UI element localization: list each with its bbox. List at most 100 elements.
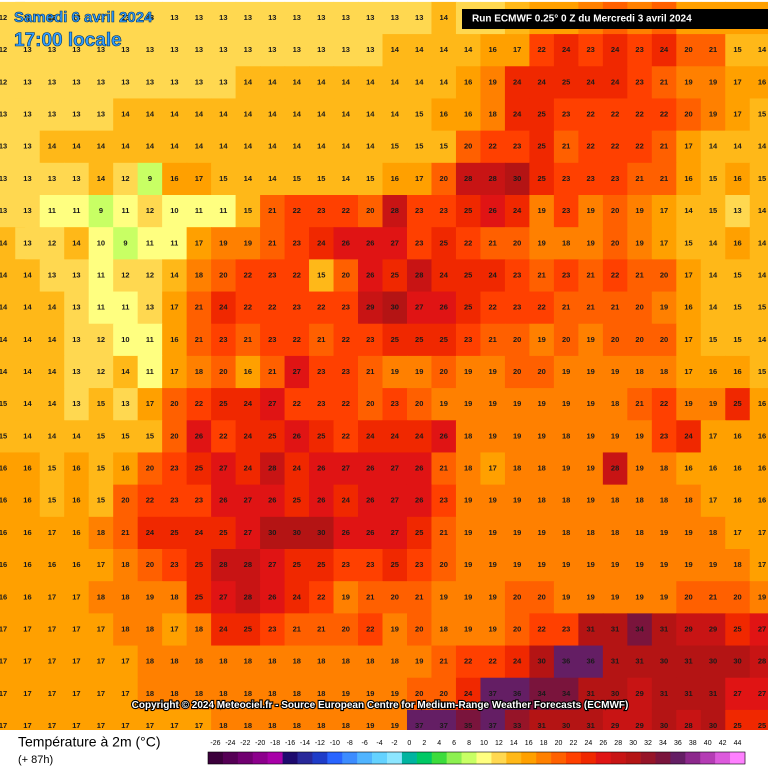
temperature-cell [529, 291, 555, 325]
temperature-label: 13 [219, 13, 227, 22]
temperature-cell [113, 98, 139, 132]
temperature-cell [480, 709, 506, 731]
temperature-cell [651, 66, 677, 100]
temperature-label: 23 [415, 560, 423, 569]
temperature-label: 24 [366, 431, 375, 440]
temperature-cell [431, 709, 457, 731]
temperature-label: 14 [268, 142, 277, 151]
temperature-cell [480, 227, 506, 260]
copyright: Copyright © 2024 Meteociel.fr - Source E… [132, 700, 629, 711]
temperature-label: 17 [195, 238, 203, 247]
temperature-cell [749, 484, 768, 518]
temperature-label: 20 [537, 592, 545, 601]
temperature-cell [676, 452, 702, 486]
temperature-label: 21 [317, 624, 325, 633]
temperature-cell [749, 323, 768, 357]
temperature-cell [406, 549, 433, 582]
temperature-label: 17 [121, 657, 129, 666]
temperature-cell [211, 98, 237, 132]
temperature-cell [504, 355, 531, 389]
temperature-label: 25 [170, 528, 178, 537]
temperature-cell [504, 516, 531, 550]
temperature-label: 14 [758, 335, 767, 344]
temperature-cell [651, 484, 677, 518]
temperature-label: 10 [170, 206, 178, 215]
temperature-cell [651, 291, 677, 325]
temperature-label: 17 [513, 45, 521, 54]
temperature-label: 25 [733, 624, 741, 633]
temperature-label: 22 [342, 399, 350, 408]
temperature-label: 16 [0, 528, 7, 537]
temperature-cell [529, 34, 555, 67]
temperature-cell [186, 227, 212, 260]
temperature-label: 12 [146, 270, 154, 279]
temperature-cell [504, 66, 531, 100]
temperature-label: 19 [586, 335, 594, 344]
temperature-cell [382, 162, 408, 196]
temperature-label: 14 [195, 110, 204, 119]
temperature-label: 13 [48, 45, 56, 54]
temperature-label: 13 [146, 45, 154, 54]
temperature-cell [431, 484, 457, 518]
temperature-cell [627, 549, 653, 582]
temperature-cell [211, 484, 237, 518]
temperature-label: 34 [635, 624, 644, 633]
temperature-cell [651, 549, 677, 582]
temperature-label: 19 [758, 592, 766, 601]
temperature-label: 11 [146, 335, 154, 344]
temperature-cell [676, 162, 702, 196]
temperature-cell [137, 355, 163, 389]
temperature-label: 12 [97, 335, 105, 344]
temperature-cell [39, 355, 65, 389]
temperature-cell [333, 452, 359, 486]
temperature-label: 20 [464, 142, 472, 151]
temperature-label: 20 [146, 560, 154, 569]
temperature-label: 19 [489, 496, 497, 505]
forecast-time: 17:00 locale [14, 30, 122, 51]
temperature-label: 22 [635, 110, 643, 119]
temperature-cell [553, 259, 579, 293]
temperature-cell [749, 452, 768, 486]
temperature-label: 19 [586, 238, 594, 247]
temperature-cell [627, 227, 653, 260]
temperature-label: 20 [440, 689, 448, 698]
temperature-label: 18 [586, 528, 594, 537]
temperature-label: 21 [317, 335, 325, 344]
legend-label: -24 [225, 740, 235, 747]
temperature-cell [455, 195, 482, 228]
temperature-label: 19 [709, 399, 717, 408]
temperature-cell [358, 613, 384, 647]
temperature-cell [211, 677, 237, 711]
temperature-cell [39, 1, 65, 35]
temperature-label: 17 [660, 206, 668, 215]
temperature-label: 13 [293, 13, 301, 22]
temperature-cell [602, 549, 628, 582]
temperature-cell [88, 34, 114, 67]
legend-swatch [655, 752, 671, 764]
temperature-label: 20 [513, 367, 521, 376]
temperature-cell [627, 581, 653, 614]
temperature-cell [553, 227, 579, 260]
temperature-label: 25 [464, 270, 472, 279]
temperature-label: 13 [170, 77, 178, 86]
temperature-label: 21 [366, 592, 374, 601]
temperature-cell [15, 195, 41, 228]
temperature-label: 19 [586, 464, 594, 473]
temperature-cell [309, 259, 335, 293]
temperature-label: 25 [733, 721, 741, 730]
temperature-label: 13 [23, 238, 31, 247]
temperature-cell [455, 291, 482, 325]
temperature-cell [309, 516, 335, 550]
temperature-cell [529, 323, 555, 357]
temperature-cell [211, 420, 237, 454]
temperature-label: 14 [440, 45, 449, 54]
temperature-label: 14 [440, 77, 449, 86]
temperature-label: 17 [72, 624, 80, 633]
temperature-label: 21 [440, 657, 448, 666]
temperature-label: 27 [391, 496, 399, 505]
temperature-cell [211, 709, 237, 731]
temperature-cell [235, 677, 261, 711]
temperature-label: 21 [562, 142, 570, 151]
temperature-label: 12 [121, 270, 129, 279]
temperature-cell [137, 388, 163, 421]
